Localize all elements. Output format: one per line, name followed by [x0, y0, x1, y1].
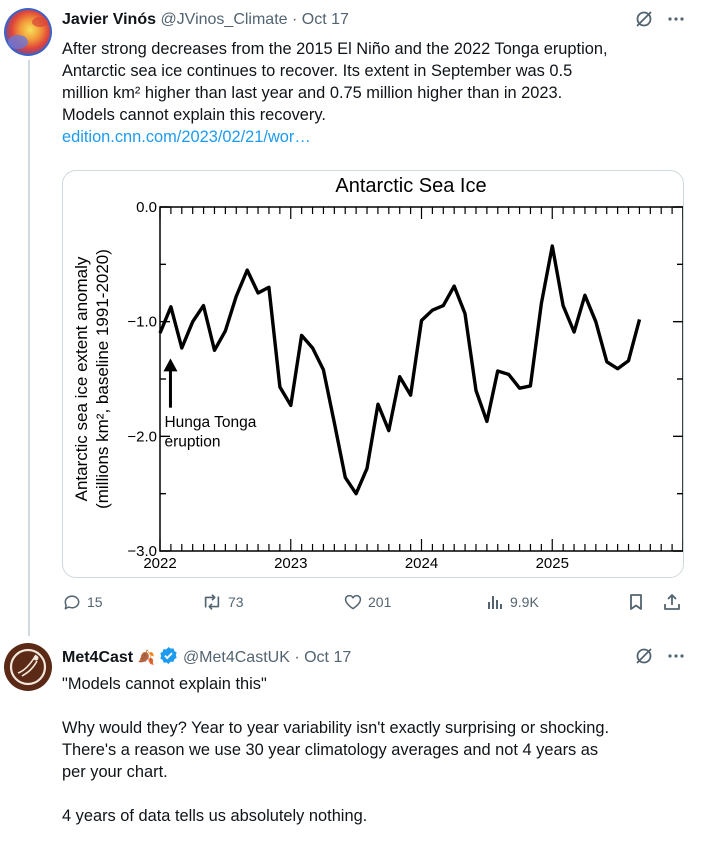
y-tick-label: −2.0 — [127, 428, 157, 445]
chart-title: Antarctic Sea Ice — [335, 175, 486, 197]
tweet-actions: 15 73 201 9.9K — [62, 592, 682, 616]
tweet-text: "Models cannot explain this" Why would t… — [62, 673, 690, 827]
like-icon — [344, 594, 362, 610]
chart-ticks — [159, 206, 683, 552]
tweet-text-line: There's a reason we use 30 year climatol… — [62, 741, 599, 759]
x-tick-label: 2023 — [274, 555, 307, 572]
reply-count: 15 — [87, 594, 103, 610]
reply-icon — [64, 595, 80, 610]
separator: · — [294, 649, 300, 666]
tweet-header: Met4Cast 🍂 @Met4CastUK · Oct 17 — [62, 646, 702, 668]
tweet-header: Javier Vinós @JVinos_Climate · Oct 17 — [62, 9, 702, 31]
verified-badge-icon — [159, 646, 178, 672]
author-handle[interactable]: @JVinos_Climate — [160, 11, 288, 28]
tweet-text-line: million km² higher than last year and 0.… — [62, 84, 563, 102]
antarctic-sea-ice-chart: Antarctic Sea Ice Antarctic sea ice exte… — [72, 175, 683, 572]
x-tick-label: 2022 — [143, 555, 176, 572]
separator: · — [292, 11, 298, 28]
annotation-text-line2: eruption — [164, 434, 220, 451]
chart-y-tick-labels: 0.0 −1.0 −2.0 −3.0 — [127, 199, 157, 560]
like-button[interactable]: 201 — [343, 592, 391, 612]
chart-image[interactable]: Antarctic Sea Ice Antarctic sea ice exte… — [62, 170, 684, 578]
bookmark-button[interactable] — [626, 592, 646, 612]
x-tick-label: 2025 — [536, 555, 569, 572]
chart-ylabel-line2: (millions km², baseline 1991-2020) — [93, 249, 112, 509]
tweet-javier-vinos[interactable]: Javier Vinós @JVinos_Climate · Oct 17 Af… — [0, 0, 702, 630]
repost-button[interactable]: 73 — [201, 592, 244, 612]
avatar[interactable] — [4, 643, 52, 691]
repost-count: 73 — [228, 594, 244, 610]
thread-connector-line — [28, 60, 30, 636]
tweet-text-line: After strong decreases from the 2015 El … — [62, 40, 608, 58]
chart-series-line — [158, 244, 642, 496]
tweet-text-line: Models cannot explain this recovery. — [62, 106, 326, 124]
tweet-date[interactable]: Oct 17 — [301, 11, 349, 28]
chart-x-tick-labels: 2022 2023 2024 2025 — [143, 555, 569, 572]
repost-icon — [204, 594, 220, 610]
tweet-text-line — [62, 783, 690, 805]
tweet-text-line: 4 years of data tells us absolutely noth… — [62, 807, 368, 825]
author-name[interactable]: Javier Vinós — [62, 11, 156, 28]
tweet-text-line: "Models cannot explain this" — [62, 675, 267, 693]
tweet-text-line: per your chart. — [62, 763, 168, 781]
annotation-arrowhead — [163, 358, 178, 372]
share-button[interactable] — [662, 592, 682, 612]
grok-icon[interactable] — [634, 646, 654, 673]
tweet-text-line — [62, 695, 690, 717]
like-count: 201 — [368, 594, 392, 610]
chart-ylabel-line1: Antarctic sea ice extent anomaly — [72, 256, 91, 501]
chart-plot-frame — [159, 206, 683, 552]
share-icon — [664, 594, 680, 610]
y-tick-label: −1.0 — [127, 314, 157, 331]
tweet-met4cast[interactable]: Met4Cast 🍂 @Met4CastUK · Oct 17 "Models … — [0, 630, 702, 849]
avatar[interactable] — [4, 8, 52, 56]
tweet-text-line: Why would they? Year to year variability… — [62, 719, 610, 737]
tweet-date[interactable]: Oct 17 — [304, 649, 352, 666]
bookmark-icon — [630, 594, 642, 610]
tweet-text: After strong decreases from the 2015 El … — [62, 38, 690, 148]
reply-button[interactable]: 15 — [62, 592, 103, 612]
y-tick-label: 0.0 — [136, 199, 157, 216]
more-icon[interactable] — [666, 9, 686, 36]
author-handle[interactable]: @Met4CastUK — [182, 649, 290, 666]
tweet-link[interactable]: edition.cnn.com/2023/02/21/wor… — [62, 128, 311, 146]
grok-icon[interactable] — [634, 9, 654, 36]
annotation-text-line1: Hunga Tonga — [164, 414, 256, 431]
views-count: 9.9K — [510, 594, 539, 610]
views-button[interactable]: 9.9K — [485, 592, 539, 612]
tweet-text-line: Antarctic sea ice continues to recover. … — [62, 62, 573, 80]
x-tick-label: 2024 — [405, 555, 438, 572]
views-icon — [488, 596, 502, 609]
more-icon[interactable] — [666, 646, 686, 673]
emoji-badge: 🍂 — [137, 649, 156, 665]
chart-annotation: Hunga Tonga eruption — [163, 358, 257, 451]
y-tick-label: −3.0 — [127, 543, 157, 560]
author-name[interactable]: Met4Cast — [62, 649, 134, 666]
